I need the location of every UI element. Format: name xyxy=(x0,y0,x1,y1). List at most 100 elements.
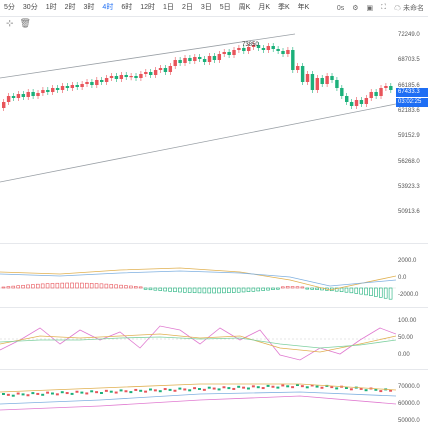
refresh-rate[interactable]: 0s xyxy=(336,4,345,12)
timeframe-5[interactable]: 4时 xyxy=(102,4,114,11)
timeframe-3[interactable]: 2时 xyxy=(64,4,76,11)
candle xyxy=(153,70,158,75)
timeframe-7[interactable]: 12时 xyxy=(140,4,156,11)
macd-bar xyxy=(21,284,25,289)
macd-bar xyxy=(26,284,30,289)
macd-bar xyxy=(158,287,163,291)
candle xyxy=(276,49,280,51)
candle xyxy=(173,60,177,66)
candle xyxy=(193,57,197,61)
macd-bar xyxy=(153,287,158,291)
candle xyxy=(320,78,324,84)
macd-bar xyxy=(70,282,74,289)
timeframe-8[interactable]: 1日 xyxy=(163,4,174,11)
ma-indicator[interactable] xyxy=(0,372,396,431)
timeframe-13[interactable]: 月K xyxy=(258,4,270,11)
candle xyxy=(330,76,334,80)
ma-candle xyxy=(251,385,255,388)
candle xyxy=(163,68,168,72)
macd-bar xyxy=(300,286,305,289)
macd-bar xyxy=(280,286,285,289)
candle xyxy=(266,46,271,50)
macd-bar xyxy=(89,283,94,289)
timeframe-12[interactable]: 周K xyxy=(238,4,251,11)
candle xyxy=(80,84,84,87)
timeframe-1[interactable]: 30分 xyxy=(22,4,38,11)
macd-bar xyxy=(75,282,79,289)
ma-candle xyxy=(310,384,314,387)
cloud-icon[interactable]: ☁ 未命名 xyxy=(394,5,424,12)
candle xyxy=(6,96,11,102)
ma-candle xyxy=(359,387,363,390)
candle xyxy=(178,60,182,63)
ma-candle xyxy=(16,392,20,395)
ma-candle xyxy=(129,391,133,394)
candle xyxy=(11,96,16,98)
timeframe-2[interactable]: 1时 xyxy=(45,4,57,11)
candle xyxy=(237,48,241,50)
ma-candle xyxy=(222,386,226,389)
candle xyxy=(124,75,128,77)
macd-bar xyxy=(1,286,6,289)
timeframe-9[interactable]: 2日 xyxy=(181,4,193,11)
ma-axis: 70000.0 60000.0 50000.0 xyxy=(396,372,428,431)
ma-candle xyxy=(119,389,123,392)
camera-icon[interactable]: ▣ xyxy=(366,5,374,12)
candle xyxy=(51,88,55,92)
macd-bar xyxy=(222,287,226,294)
ma-candle xyxy=(349,388,353,391)
ma-candle xyxy=(80,391,84,394)
timeframe-14[interactable]: 季K xyxy=(278,4,290,11)
candle xyxy=(374,92,378,96)
macd-bar xyxy=(65,282,69,289)
ma-candle xyxy=(6,393,10,396)
ma-candle xyxy=(21,393,25,396)
axis-tick: -2000.0 xyxy=(398,292,419,298)
macd-bar xyxy=(251,287,256,292)
candle xyxy=(46,90,50,92)
ma-candle xyxy=(247,387,250,390)
macd-bar xyxy=(241,287,246,293)
candle xyxy=(202,59,207,62)
macd-bar xyxy=(207,287,212,294)
macd-bar xyxy=(344,287,349,293)
macd-bar xyxy=(310,287,314,290)
candle xyxy=(354,100,359,106)
settings-icon[interactable]: ⚙ xyxy=(352,5,359,12)
candle xyxy=(335,80,339,88)
macd-bar xyxy=(109,284,114,289)
fullscreen-icon[interactable]: ⛶ xyxy=(381,4,387,11)
channel-lower-line xyxy=(0,103,396,183)
timeframe-10[interactable]: 3日 xyxy=(200,4,212,11)
kdj-indicator[interactable] xyxy=(0,310,396,368)
timeframe-11[interactable]: 5日 xyxy=(219,4,231,11)
macd-bar xyxy=(94,283,99,289)
candle xyxy=(41,90,45,93)
macd-bar xyxy=(168,287,172,292)
macd-bar xyxy=(40,283,45,289)
chart-tools: ⊹ 🗑 xyxy=(0,16,66,30)
candle xyxy=(75,85,79,87)
candle xyxy=(207,56,212,62)
macd-bar xyxy=(104,283,109,289)
trash-icon[interactable]: 🗑 xyxy=(19,17,31,28)
kdj-axis: 100.00 50.00 0.00 xyxy=(396,310,428,368)
macd-indicator[interactable] xyxy=(0,246,396,306)
ma-candle xyxy=(153,389,157,392)
candlestick-chart[interactable] xyxy=(0,30,396,242)
timeframe-0[interactable]: 5分 xyxy=(4,4,15,11)
candle xyxy=(114,76,119,79)
crosshair-icon[interactable]: ⊹ xyxy=(6,17,14,28)
timeframe-6[interactable]: 6时 xyxy=(121,4,133,11)
timeframe-15[interactable]: 年K xyxy=(297,4,310,11)
macd-bar xyxy=(374,287,378,297)
macd-bar xyxy=(119,284,123,289)
macd-bar xyxy=(16,285,20,289)
macd-bar xyxy=(129,285,133,289)
ma-candle xyxy=(90,390,94,393)
candle xyxy=(212,56,217,60)
timeframe-4[interactable]: 3时 xyxy=(83,4,95,11)
macd-bar xyxy=(246,287,251,292)
ma-candle xyxy=(232,387,236,390)
ma-candle xyxy=(36,392,40,395)
